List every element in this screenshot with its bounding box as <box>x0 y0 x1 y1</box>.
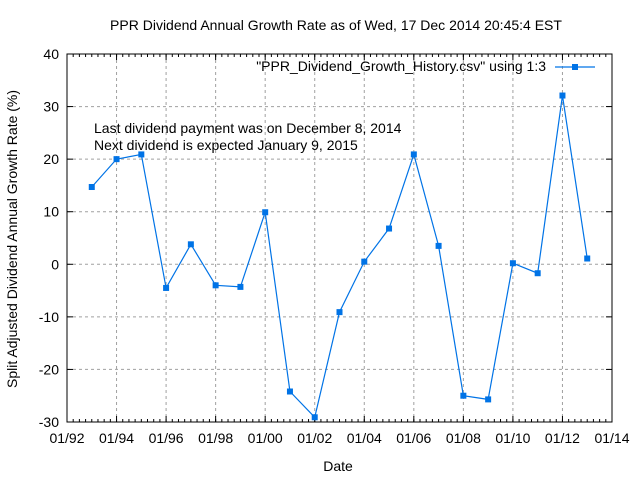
data-point <box>286 388 293 395</box>
x-tick-label: 01/92 <box>49 430 84 446</box>
x-tick-label: 01/94 <box>99 430 134 446</box>
data-point <box>163 284 170 291</box>
data-point <box>138 151 145 158</box>
x-tick-label: 01/10 <box>495 430 530 446</box>
x-tick-label: 01/12 <box>545 430 580 446</box>
y-axis-ticks: -30 -20 -10 0 10 20 30 40 <box>39 46 612 430</box>
x-tick-label: 01/98 <box>198 430 233 446</box>
x-tick-label: 01/96 <box>149 430 184 446</box>
plot-frame <box>66 53 613 423</box>
data-point <box>584 255 591 262</box>
y-axis-label: Split Adjusted Dividend Annual Growth Ra… <box>4 90 20 388</box>
series-growth-rate <box>88 92 591 421</box>
data-point <box>559 92 566 99</box>
x-tick-label: 01/14 <box>594 430 629 446</box>
legend: "PPR_Dividend_Growth_History.csv" using … <box>256 58 595 74</box>
data-point <box>212 282 219 289</box>
data-point <box>534 270 541 277</box>
grid <box>67 54 612 422</box>
y-tick-label: -30 <box>39 414 59 430</box>
data-point <box>361 258 368 265</box>
x-tick-label: 01/00 <box>248 430 283 446</box>
x-axis-label: Date <box>323 458 353 474</box>
annotation-last-dividend: Last dividend payment was on December 8,… <box>94 120 402 136</box>
x-tick-label: 01/02 <box>297 430 332 446</box>
y-tick-label: 10 <box>43 204 59 220</box>
y-tick-label: 30 <box>43 99 59 115</box>
data-point <box>435 242 442 249</box>
y-tick-label: 20 <box>43 151 59 167</box>
y-tick-label: -20 <box>39 361 59 377</box>
y-tick-label: 40 <box>43 46 59 62</box>
data-point <box>262 209 269 216</box>
legend-marker <box>572 64 578 70</box>
y-tick-label: -10 <box>39 309 59 325</box>
data-point <box>88 184 95 191</box>
data-point <box>410 151 417 158</box>
chart-title: PPR Dividend Annual Growth Rate as of We… <box>110 17 562 33</box>
data-point <box>187 241 194 248</box>
data-point <box>509 260 516 267</box>
data-point <box>386 225 393 232</box>
data-point <box>460 392 467 399</box>
data-point <box>311 414 318 421</box>
data-point <box>485 396 492 403</box>
y-tick-label: 0 <box>51 256 59 272</box>
minor-ticks <box>66 54 613 422</box>
legend-label: "PPR_Dividend_Growth_History.csv" using … <box>256 58 546 74</box>
data-point <box>237 283 244 290</box>
data-point <box>336 309 343 316</box>
x-tick-label: 01/04 <box>347 430 382 446</box>
x-tick-label: 01/06 <box>396 430 431 446</box>
annotation-next-dividend: Next dividend is expected January 9, 201… <box>94 137 358 153</box>
data-point <box>113 156 120 163</box>
x-axis-ticks: 01/92 01/94 01/96 01/98 01/00 01/02 01/04 01/06… <box>49 54 630 446</box>
x-tick-label: 01/08 <box>446 430 481 446</box>
